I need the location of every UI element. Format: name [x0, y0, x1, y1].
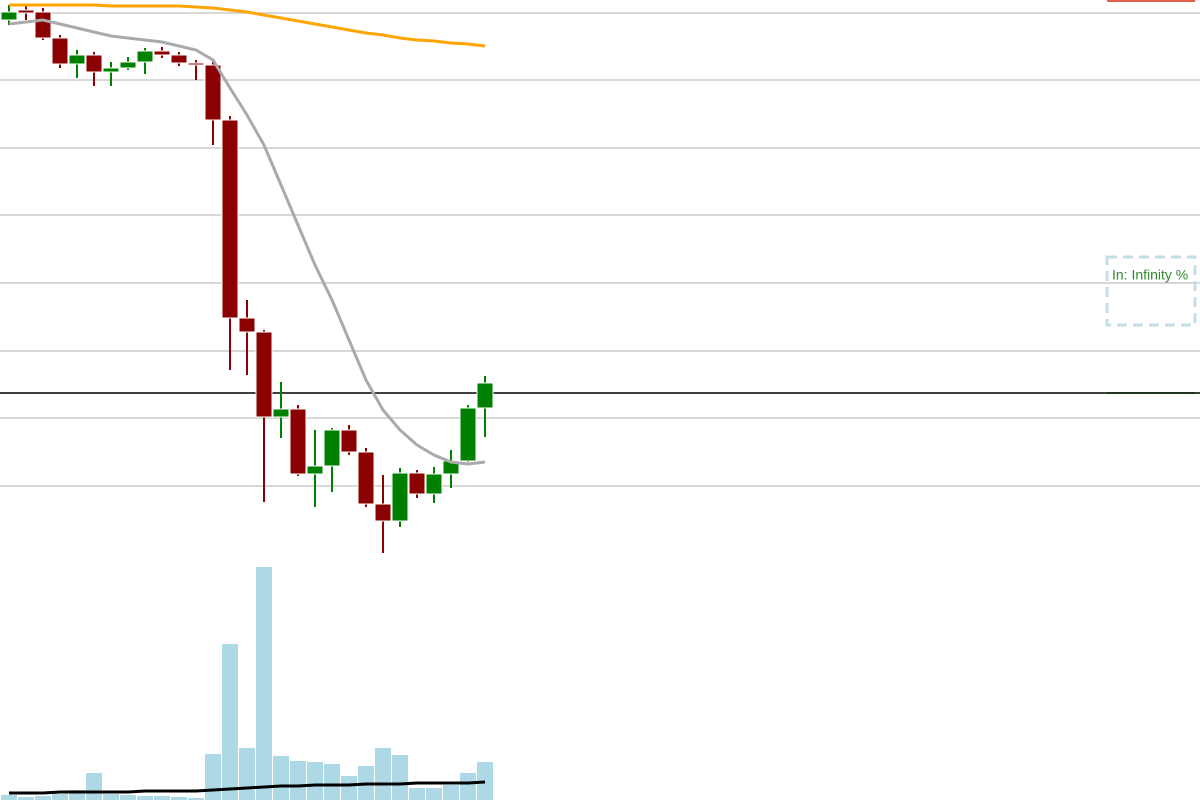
candle-body — [102, 67, 120, 73]
candle-body — [306, 465, 324, 475]
volume-bar — [426, 788, 442, 800]
candle-body — [374, 503, 392, 522]
volume-bar — [35, 796, 51, 800]
candle-body — [340, 429, 358, 453]
candle-body — [476, 382, 494, 409]
candle-body — [0, 11, 18, 21]
volume-bar — [477, 762, 493, 800]
volume-bar — [205, 754, 221, 800]
candle-body — [51, 37, 69, 65]
volume-bar — [120, 795, 136, 800]
candle-body — [170, 54, 188, 64]
candle-body — [289, 408, 307, 475]
candle-body — [34, 11, 52, 39]
volume-bar — [460, 773, 476, 800]
volume-bar — [324, 764, 340, 800]
volume-bar — [290, 761, 306, 800]
volume-bar — [409, 788, 425, 800]
volume-bar — [392, 755, 408, 800]
volume-bar — [239, 748, 255, 800]
candle-body — [408, 472, 426, 495]
volume-bar — [443, 785, 459, 800]
volume-bar — [222, 644, 238, 800]
candle-body — [357, 451, 375, 505]
candle-body — [459, 407, 477, 462]
line-series — [9, 3, 486, 48]
annotation-box — [1105, 255, 1197, 327]
candle-body — [204, 64, 222, 121]
volume-bar — [154, 796, 170, 800]
candle-body — [85, 54, 103, 73]
candle-body — [187, 62, 205, 66]
candle-body — [68, 54, 86, 65]
volume-bar — [171, 797, 187, 800]
candle-body — [17, 9, 35, 14]
annotation: In: Infinity % — [1112, 267, 1188, 283]
volume-bar — [86, 773, 102, 800]
volume-bar — [375, 748, 391, 800]
volume-bar — [273, 756, 289, 800]
candle-body — [136, 50, 154, 63]
volume-bar — [137, 796, 153, 800]
volume-bar — [307, 762, 323, 800]
volume-bar — [103, 794, 119, 800]
volume-bar — [341, 776, 357, 800]
volume-bar — [256, 567, 272, 800]
volume-bar — [1, 795, 17, 800]
candle-body — [221, 119, 239, 319]
candle-body — [272, 408, 290, 418]
volume-bar — [52, 794, 68, 800]
candle-body — [255, 331, 273, 418]
candle-body — [153, 50, 171, 56]
line-series — [9, 780, 486, 795]
candle-body — [425, 473, 443, 495]
volume-bar — [69, 790, 85, 800]
candle-body — [323, 429, 341, 467]
candle-body — [391, 472, 409, 522]
candle-body — [119, 61, 137, 69]
line-series — [8, 18, 486, 466]
volume-bar — [188, 798, 204, 800]
candle-body — [238, 317, 256, 333]
volume-bar — [18, 797, 34, 800]
